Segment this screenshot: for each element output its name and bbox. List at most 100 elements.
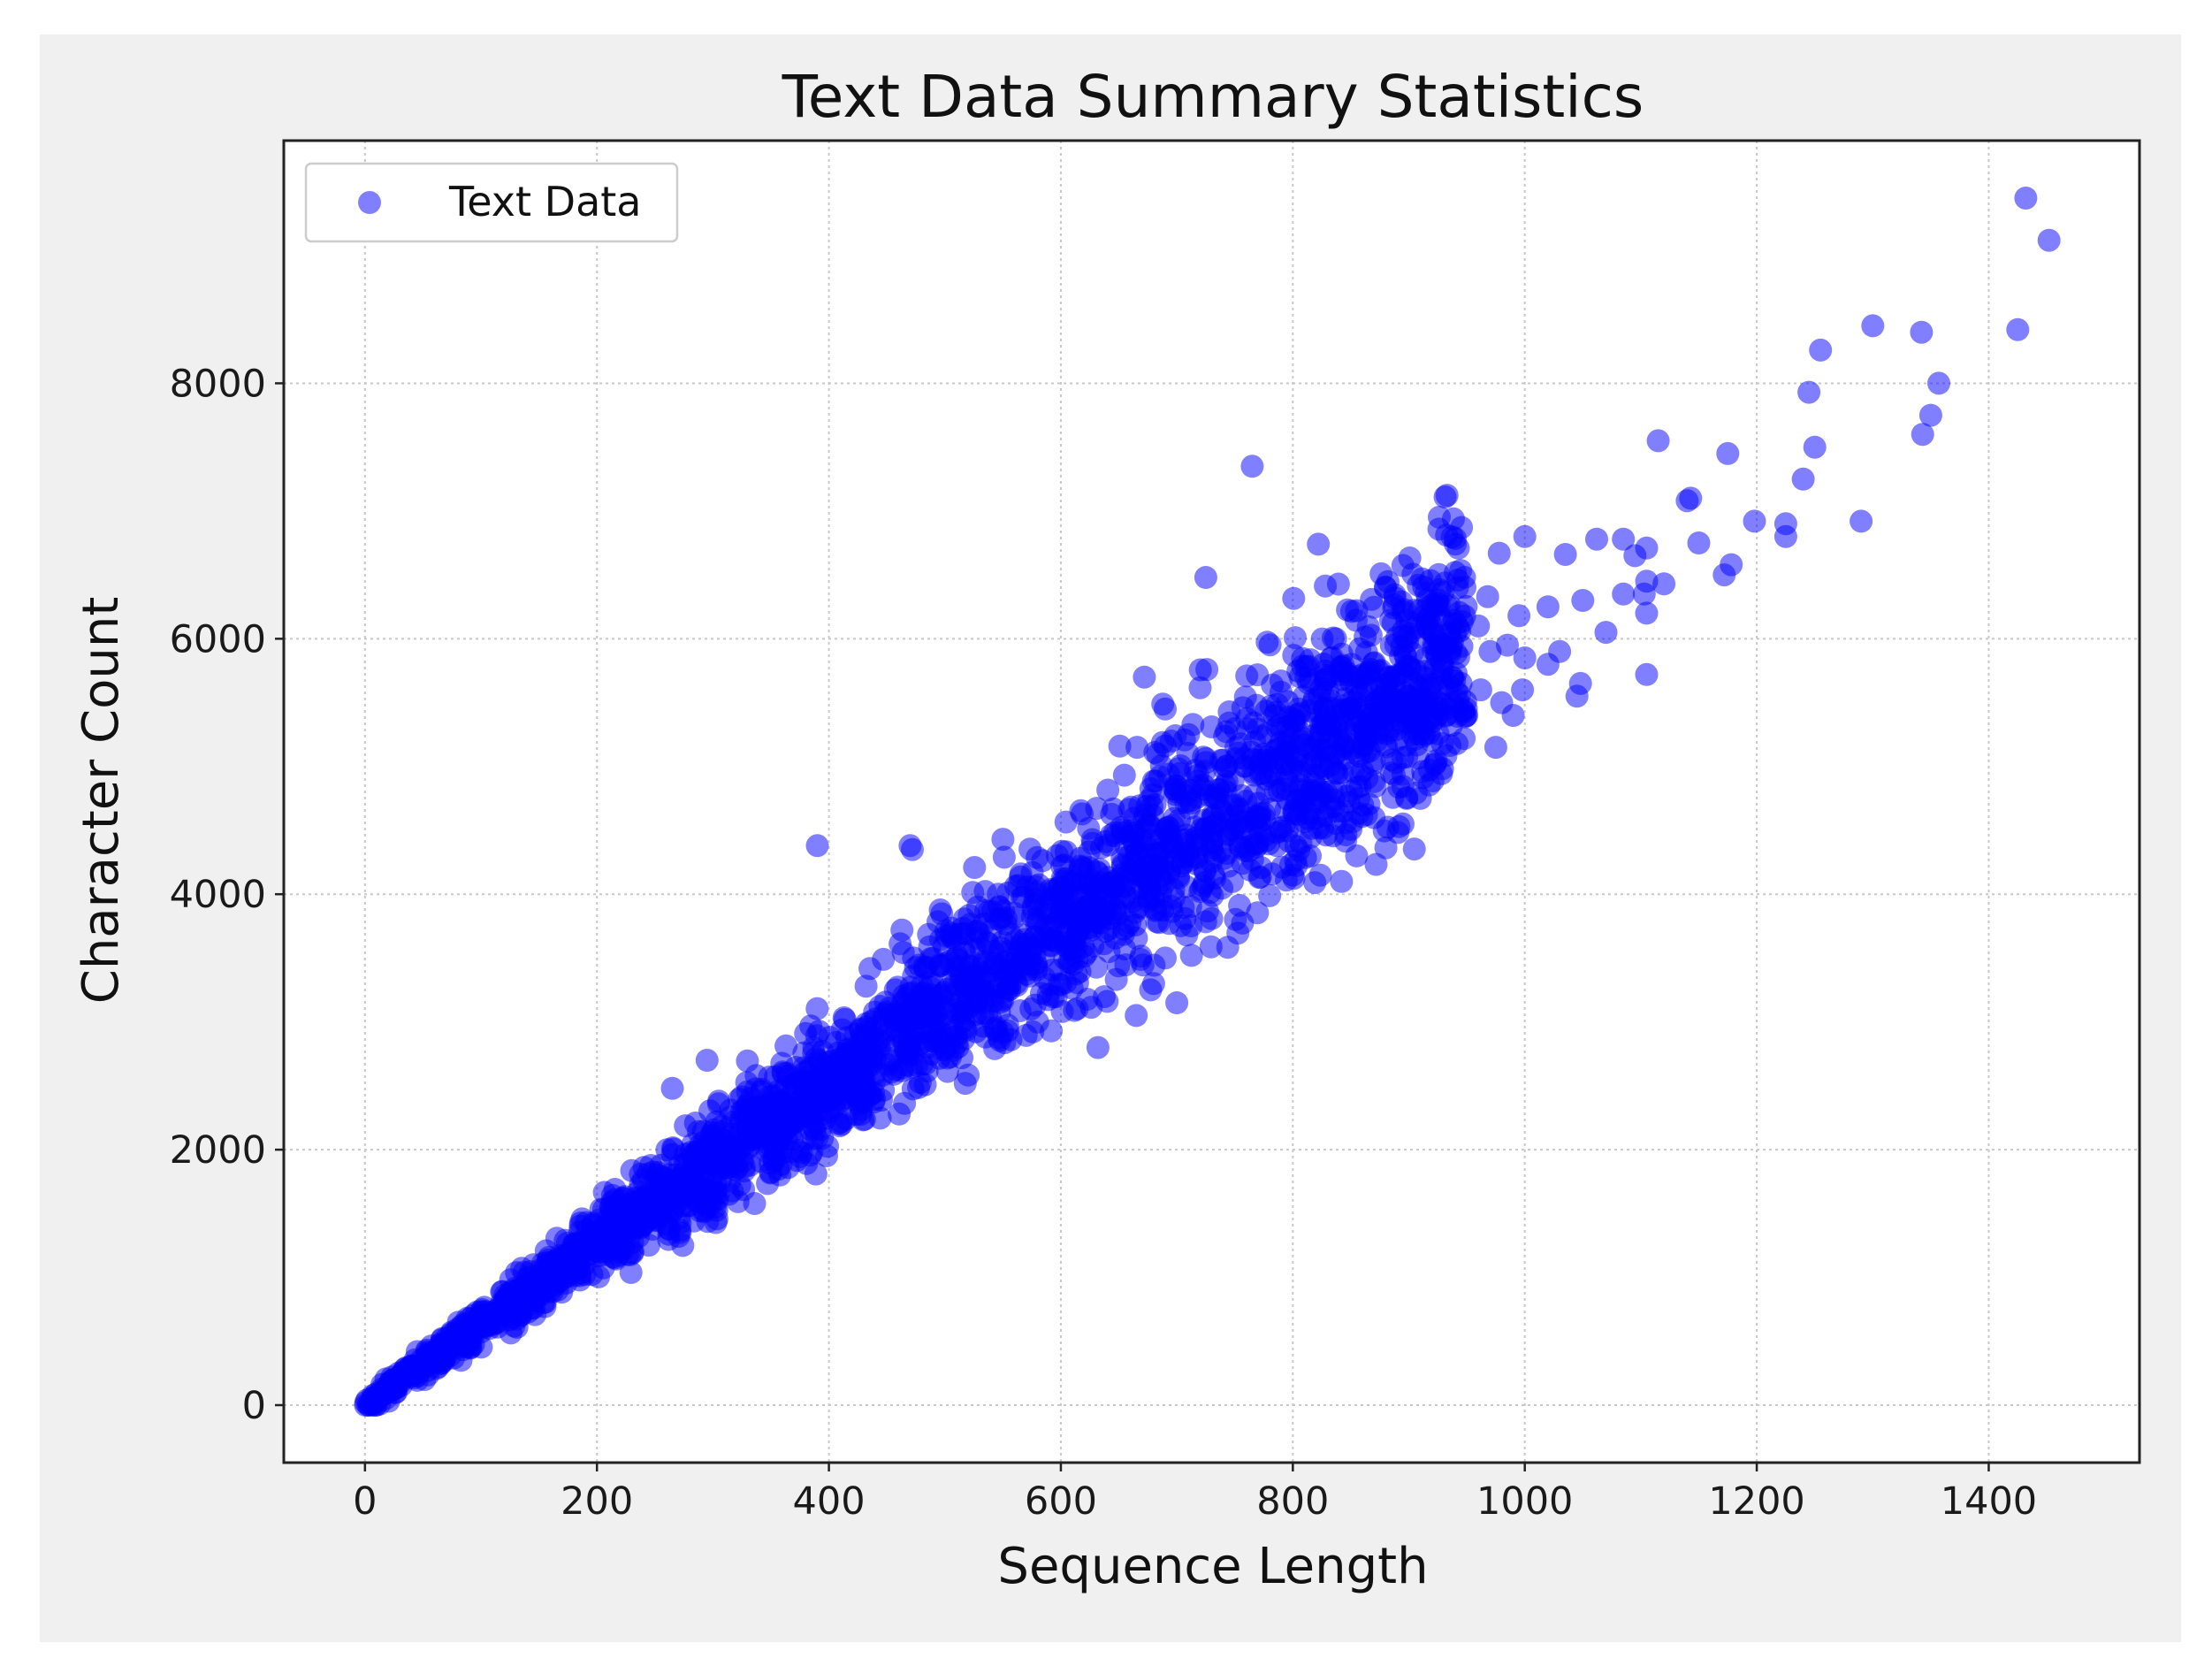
data-point: [1167, 866, 1191, 890]
data-point: [901, 991, 924, 1015]
data-point: [738, 1153, 762, 1177]
y-axis-title: Character Count: [72, 597, 130, 1005]
data-point: [1364, 852, 1388, 876]
data-point: [1594, 621, 1618, 645]
data-point: [1258, 798, 1281, 821]
data-point: [1743, 509, 1766, 533]
data-point: [1246, 901, 1270, 925]
data-point: [1553, 543, 1577, 566]
x-tick-label: 0: [353, 1479, 377, 1524]
data-point: [1415, 646, 1438, 669]
data-point: [815, 1144, 838, 1167]
data-point: [1066, 921, 1090, 945]
data-point: [661, 1137, 685, 1161]
data-point: [1809, 338, 1833, 362]
data-point: [619, 1261, 643, 1284]
data-point: [1025, 958, 1049, 982]
data-point: [1110, 862, 1134, 886]
data-point: [1716, 441, 1740, 465]
data-point: [1511, 678, 1535, 702]
data-point: [872, 1007, 896, 1031]
data-point: [1307, 532, 1331, 556]
data-point: [1154, 734, 1177, 758]
data-point: [1310, 627, 1334, 651]
data-point: [1918, 403, 1942, 427]
data-point: [1009, 865, 1032, 889]
axis-ticks: 0 200 400 600 800 1000 1200 1400 0 2000 4000 6000 80…: [170, 362, 2038, 1524]
data-point: [1144, 769, 1168, 793]
data-point: [1008, 999, 1032, 1022]
data-point: [1430, 757, 1454, 781]
data-point: [599, 1196, 622, 1219]
data-point: [1632, 582, 1656, 606]
data-points: [354, 187, 2061, 1417]
data-point: [805, 997, 829, 1020]
data-point: [1420, 710, 1444, 734]
data-point: [1404, 688, 1428, 712]
data-point: [1468, 678, 1492, 702]
data-point: [872, 947, 896, 971]
data-point: [617, 1226, 641, 1250]
data-point: [1229, 816, 1253, 840]
data-point: [1228, 893, 1252, 917]
data-point: [1652, 572, 1676, 596]
data-point: [888, 1102, 911, 1126]
data-point: [2037, 228, 2061, 252]
data-point: [957, 1063, 980, 1087]
data-point: [1195, 899, 1219, 923]
data-point: [1259, 694, 1283, 718]
data-point: [744, 1064, 768, 1088]
data-point: [992, 845, 1016, 869]
data-point: [1108, 734, 1132, 758]
data-point: [948, 922, 972, 946]
data-point: [1536, 595, 1560, 619]
data-point: [1297, 654, 1321, 678]
data-point: [1282, 800, 1306, 824]
data-point: [1097, 917, 1121, 941]
data-point: [505, 1315, 529, 1339]
data-point: [1258, 883, 1282, 907]
data-point: [1675, 489, 1699, 513]
data-point: [1411, 665, 1435, 689]
data-point: [605, 1247, 628, 1271]
data-point: [981, 951, 1005, 975]
data-point: [1270, 716, 1293, 740]
data-point: [530, 1252, 554, 1275]
data-point: [1441, 691, 1465, 715]
data-point: [1065, 946, 1089, 970]
data-point: [2014, 187, 2038, 210]
data-point: [1178, 789, 1202, 813]
data-point: [1379, 761, 1403, 784]
y-tick-label: 6000: [170, 617, 266, 661]
data-point: [1179, 944, 1203, 967]
data-point: [637, 1191, 661, 1214]
data-point: [1349, 667, 1373, 691]
data-point: [975, 930, 999, 954]
data-point: [1136, 812, 1160, 835]
data-point: [1339, 697, 1362, 721]
legend: Text Data: [304, 162, 679, 243]
data-point: [945, 1025, 969, 1048]
data-point: [1408, 786, 1432, 810]
data-point: [868, 1106, 892, 1130]
data-point: [807, 1049, 830, 1073]
data-point: [1096, 778, 1120, 802]
data-point: [1125, 736, 1149, 760]
data-point: [1324, 780, 1348, 804]
data-point: [1501, 704, 1525, 727]
data-point: [1054, 840, 1078, 864]
data-point: [1086, 1036, 1110, 1059]
data-point: [707, 1089, 730, 1113]
data-point: [1635, 662, 1659, 686]
data-point: [1513, 646, 1537, 669]
data-point: [686, 1169, 709, 1193]
data-point: [1354, 625, 1377, 649]
data-point: [728, 1088, 751, 1111]
data-point: [928, 953, 952, 977]
data-point: [1467, 614, 1491, 638]
data-point: [1345, 844, 1369, 867]
data-point: [1199, 935, 1223, 959]
data-point: [1238, 858, 1262, 882]
data-point: [603, 1178, 627, 1201]
data-point: [1025, 906, 1048, 930]
